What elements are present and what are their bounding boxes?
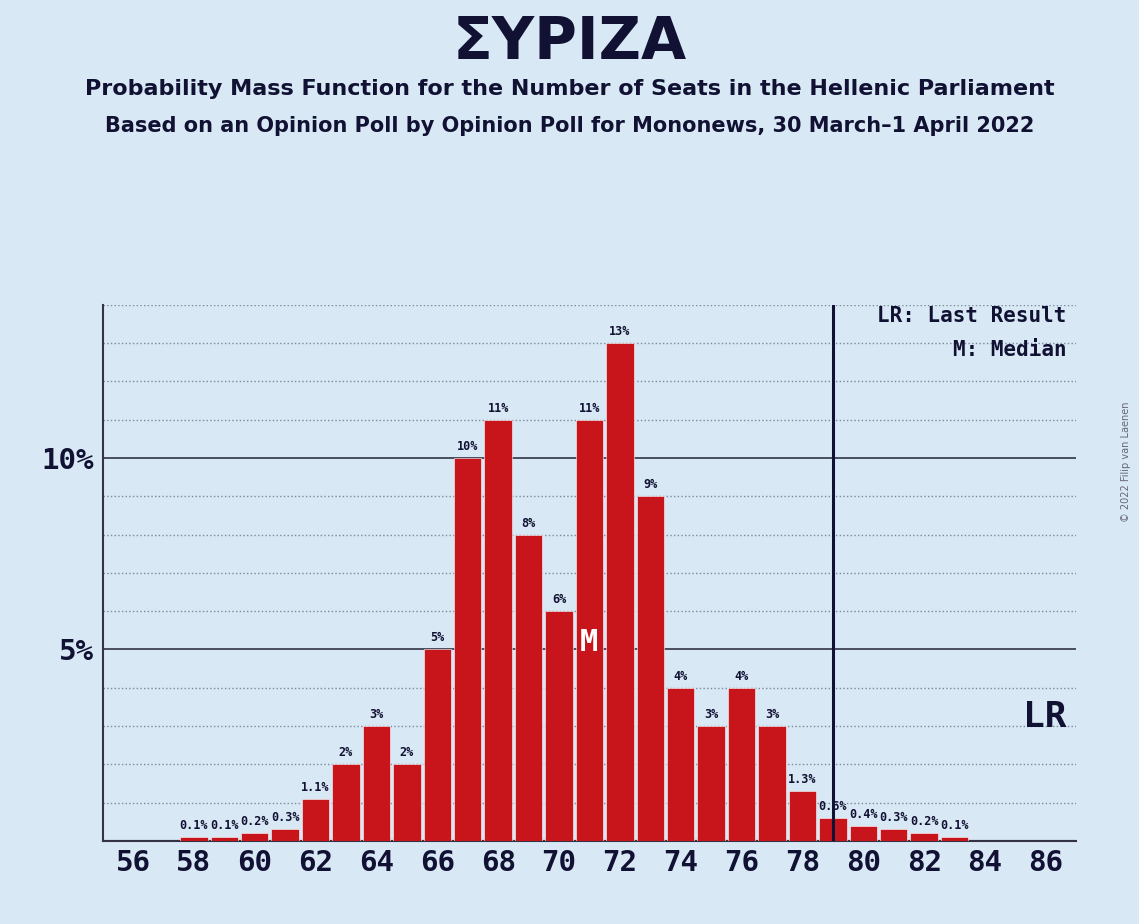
Text: 2%: 2%: [400, 747, 413, 760]
Text: 0.2%: 0.2%: [240, 815, 269, 828]
Text: ΣΥΡΙΖΑ: ΣΥΡΙΖΑ: [452, 14, 687, 71]
Bar: [850, 825, 877, 841]
Text: 6%: 6%: [552, 593, 566, 606]
Bar: [424, 650, 451, 841]
Bar: [759, 726, 786, 841]
Text: 3%: 3%: [369, 708, 384, 721]
Bar: [637, 496, 664, 841]
Text: 0.1%: 0.1%: [210, 819, 238, 832]
Bar: [941, 837, 968, 841]
Bar: [454, 458, 482, 841]
Bar: [819, 818, 846, 841]
Text: 13%: 13%: [609, 325, 631, 338]
Bar: [211, 837, 238, 841]
Bar: [575, 419, 604, 841]
Text: 3%: 3%: [765, 708, 779, 721]
Text: 8%: 8%: [522, 517, 535, 529]
Bar: [271, 830, 298, 841]
Text: 0.3%: 0.3%: [879, 811, 908, 824]
Bar: [728, 687, 755, 841]
Bar: [180, 837, 207, 841]
Text: 0.2%: 0.2%: [910, 815, 939, 828]
Text: 3%: 3%: [704, 708, 719, 721]
Bar: [333, 764, 360, 841]
Text: © 2022 Filip van Laenen: © 2022 Filip van Laenen: [1121, 402, 1131, 522]
Text: 11%: 11%: [579, 402, 600, 415]
Text: 1.3%: 1.3%: [788, 773, 817, 786]
Text: 0.1%: 0.1%: [941, 819, 969, 832]
Text: 10%: 10%: [457, 440, 478, 453]
Text: M: M: [580, 628, 599, 658]
Text: 4%: 4%: [735, 670, 748, 683]
Bar: [515, 535, 542, 841]
Text: M: Median: M: Median: [953, 340, 1066, 359]
Bar: [910, 833, 937, 841]
Bar: [302, 798, 329, 841]
Bar: [667, 687, 695, 841]
Bar: [606, 343, 633, 841]
Bar: [393, 764, 420, 841]
Text: LR: Last Result: LR: Last Result: [877, 306, 1066, 326]
Text: 0.1%: 0.1%: [180, 819, 208, 832]
Bar: [789, 791, 817, 841]
Text: 2%: 2%: [338, 747, 353, 760]
Text: 1.1%: 1.1%: [302, 781, 330, 794]
Text: 0.3%: 0.3%: [271, 811, 300, 824]
Text: 5%: 5%: [431, 631, 444, 644]
Text: 0.4%: 0.4%: [849, 808, 877, 821]
Bar: [546, 611, 573, 841]
Bar: [880, 830, 908, 841]
Text: 4%: 4%: [673, 670, 688, 683]
Bar: [241, 833, 269, 841]
Text: 9%: 9%: [644, 479, 657, 492]
Bar: [484, 419, 511, 841]
Text: Probability Mass Function for the Number of Seats in the Hellenic Parliament: Probability Mass Function for the Number…: [84, 79, 1055, 99]
Text: 0.6%: 0.6%: [819, 800, 847, 813]
Bar: [697, 726, 724, 841]
Text: 11%: 11%: [487, 402, 509, 415]
Bar: [362, 726, 390, 841]
Text: LR: LR: [1023, 699, 1066, 734]
Text: Based on an Opinion Poll by Opinion Poll for Mononews, 30 March–1 April 2022: Based on an Opinion Poll by Opinion Poll…: [105, 116, 1034, 136]
